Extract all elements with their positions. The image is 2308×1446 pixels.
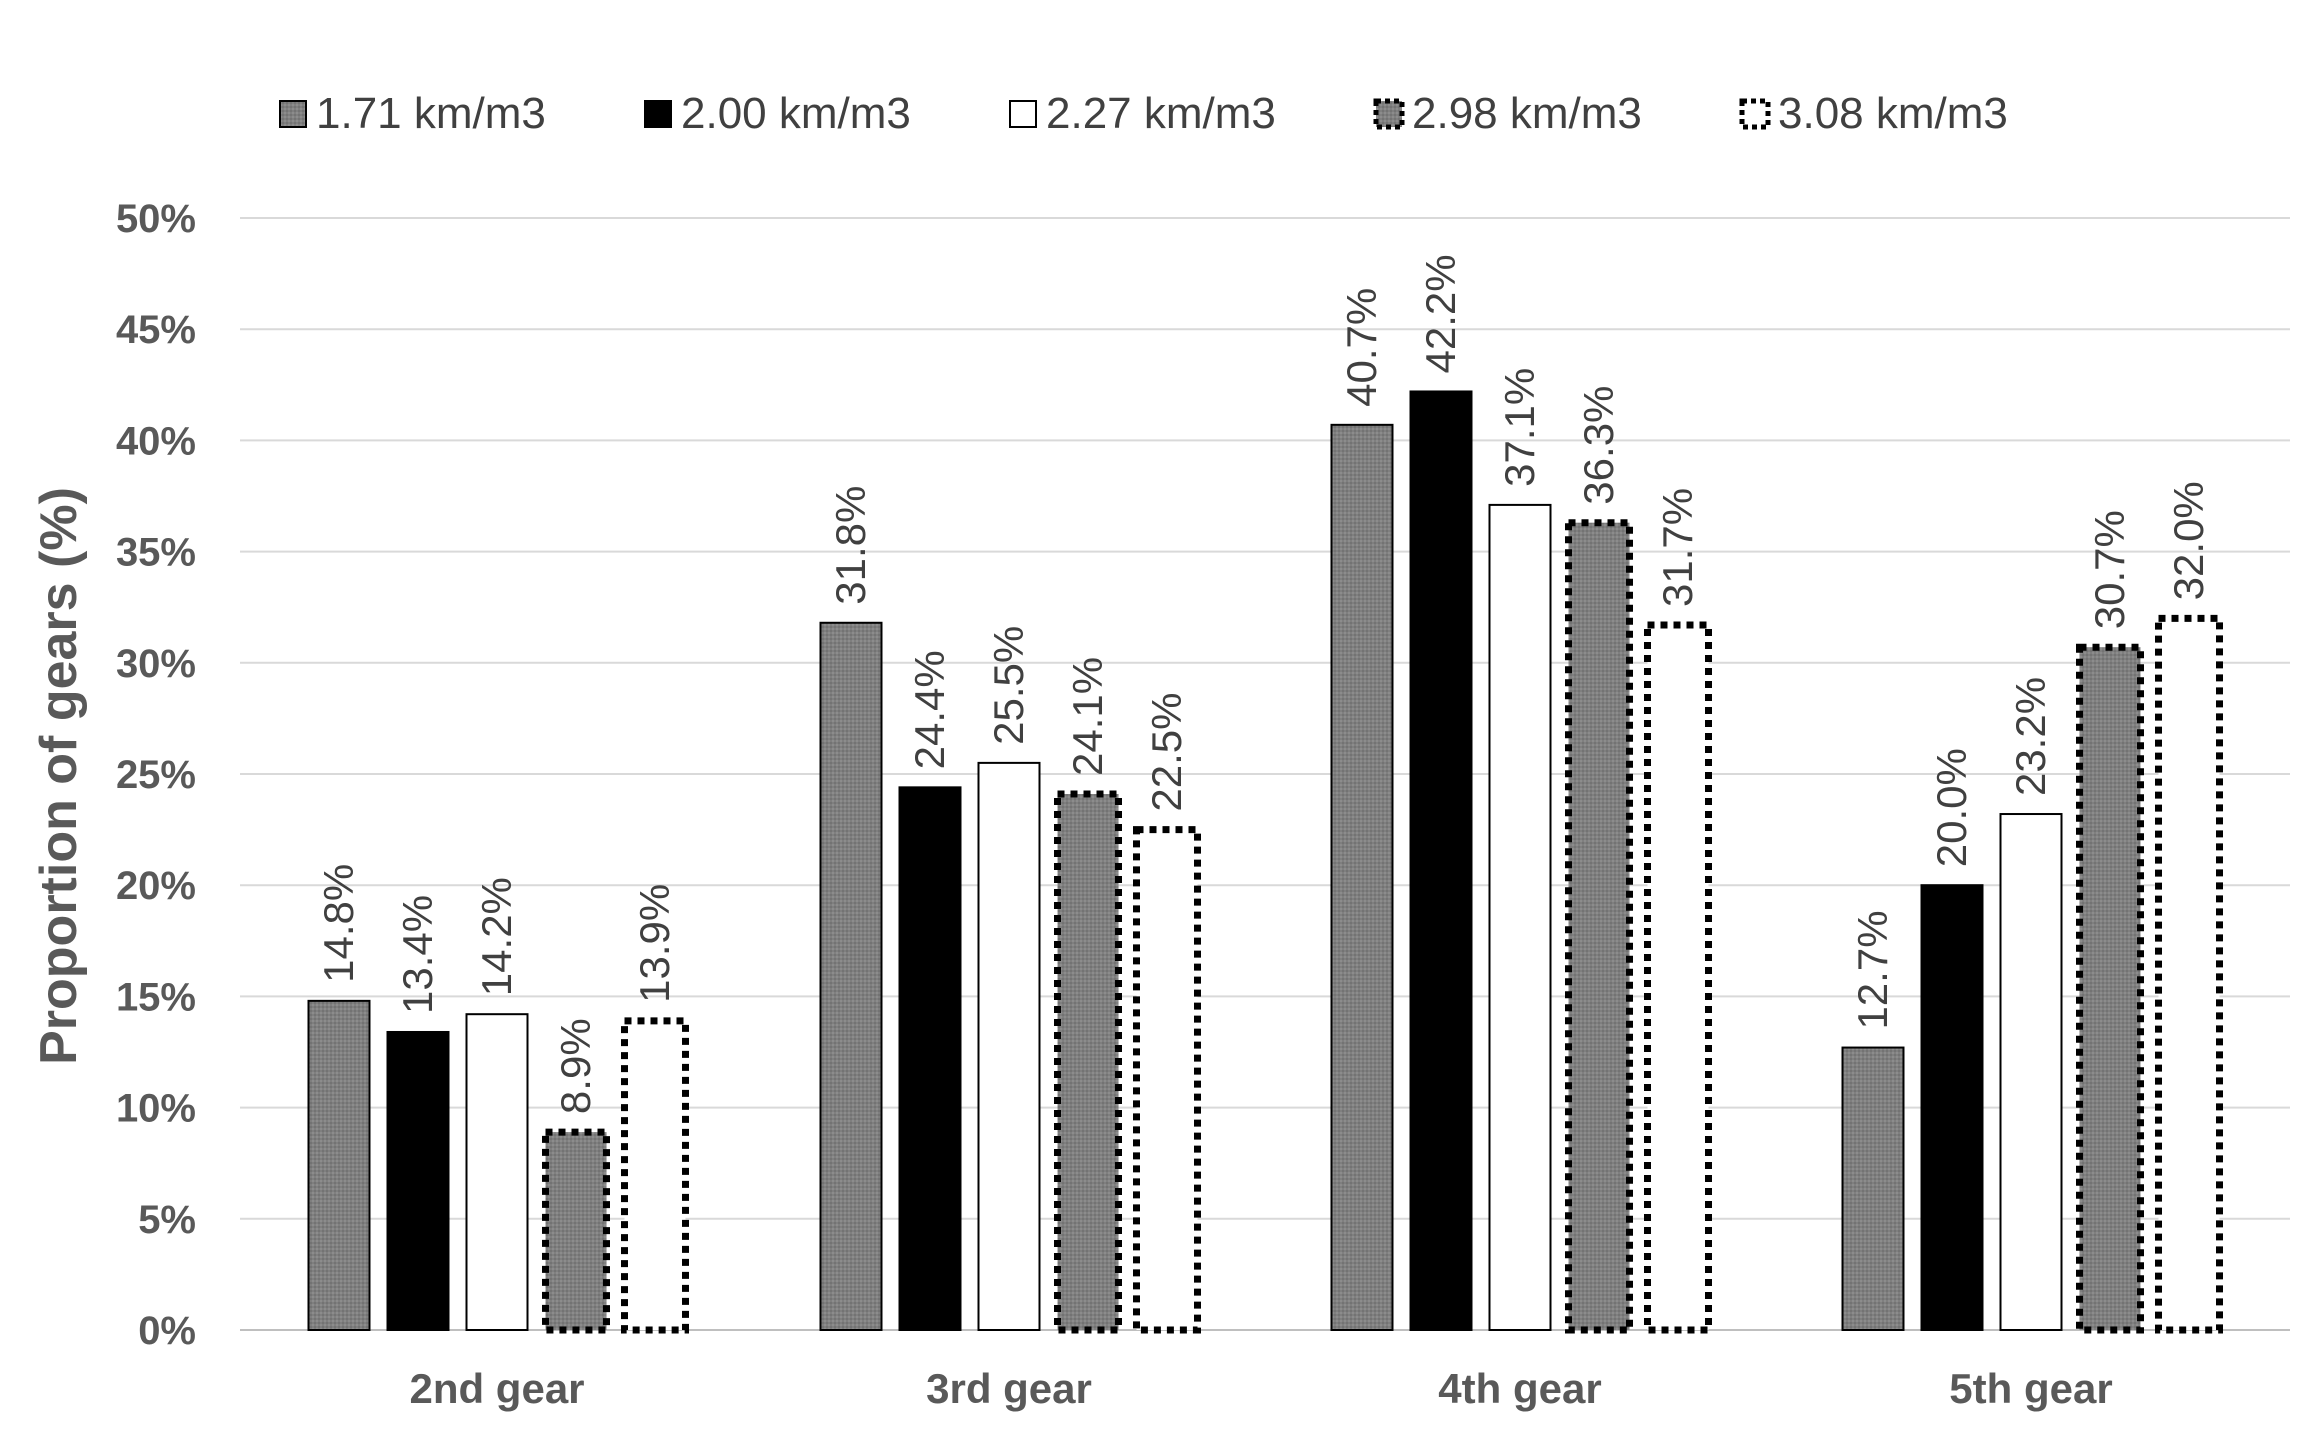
y-tick-label: 50% [116,197,196,241]
bar [386,1030,450,1331]
x-category-label: 3rd gear [926,1365,1092,1412]
data-label: 12.7% [1849,910,1896,1029]
y-tick-label: 45% [116,308,196,352]
data-label: 24.4% [906,650,953,769]
y-tick-label: 35% [116,531,196,575]
data-labels: 14.8% 13.4% 14.2% 8.9% 13.9% 31.8% 24.4% 25.5% 2… [315,254,2212,1114]
bar [1054,790,1122,1334]
data-label: 40.7% [1338,288,1385,407]
bar [2076,643,2144,1334]
bar [819,621,883,1331]
bar [977,761,1041,1331]
legend-label: 3.08 km/m3 [1778,89,2008,138]
legend-label: 1.71 km/m3 [316,89,546,138]
x-category-label: 2nd gear [409,1365,584,1412]
data-label: 20.0% [1928,748,1975,867]
legend-label: 2.98 km/m3 [1412,89,1642,138]
y-tick-label: 10% [116,1087,196,1131]
bar [1841,1046,1905,1331]
y-tick-label: 5% [138,1198,196,1242]
y-tick-label: 30% [116,642,196,686]
data-label: 30.7% [2086,510,2133,629]
x-category-label: 4th gear [1438,1365,1601,1412]
bars [307,390,2223,1334]
bar [542,1128,610,1334]
data-label: 8.9% [552,1018,599,1114]
y-tick-label: 40% [116,419,196,463]
data-label: 37.1% [1496,368,1543,487]
bar [1488,503,1552,1331]
data-label: 13.4% [394,895,441,1014]
gridlines [240,217,2290,1331]
bar [1133,826,1201,1334]
legend-swatch [1739,98,1771,130]
bar [307,999,371,1332]
legend-swatch [644,100,672,128]
legend-swatch [279,100,307,128]
legend-swatch [1373,98,1405,130]
legend-label: 2.27 km/m3 [1046,89,1276,138]
bar [465,1013,529,1332]
bar [2155,614,2223,1334]
x-axis-category-labels: 2nd gear 3rd gear 4th gear 5th gear [409,1365,2112,1412]
bar [1644,621,1712,1334]
data-label: 22.5% [1143,693,1190,812]
legend: 1.71 km/m3 2.00 km/m3 2.27 km/m3 2.98 km/m3… [279,89,2008,138]
bar [898,786,962,1331]
data-label: 24.1% [1064,657,1111,776]
y-tick-label: 25% [116,753,196,797]
y-axis-title: Proportion of gears (%) [30,487,88,1065]
y-tick-label: 15% [116,975,196,1019]
legend-swatch [1009,100,1037,128]
bar [1330,423,1394,1332]
data-label: 31.7% [1654,488,1701,607]
y-tick-label: 0% [138,1309,196,1353]
data-label: 42.2% [1417,254,1464,373]
data-label: 14.2% [473,877,520,996]
bar [1409,390,1473,1331]
data-label: 36.3% [1575,386,1622,505]
y-tick-label: 20% [116,864,196,908]
legend-label: 2.00 km/m3 [681,89,911,138]
bar [1565,519,1633,1334]
bar [621,1017,689,1334]
data-label: 25.5% [985,626,1032,745]
data-label: 14.8% [315,864,362,983]
data-label: 31.8% [827,486,874,605]
y-axis-ticks: 0% 5% 10% 15% 20% 25% 30% 35% 40% 45% 50% [116,197,196,1353]
bar [1999,813,2063,1331]
data-label: 13.9% [631,884,678,1003]
bar [1920,884,1984,1331]
data-label: 32.0% [2165,481,2212,600]
x-category-label: 5th gear [1949,1365,2112,1412]
data-label: 23.2% [2007,677,2054,796]
